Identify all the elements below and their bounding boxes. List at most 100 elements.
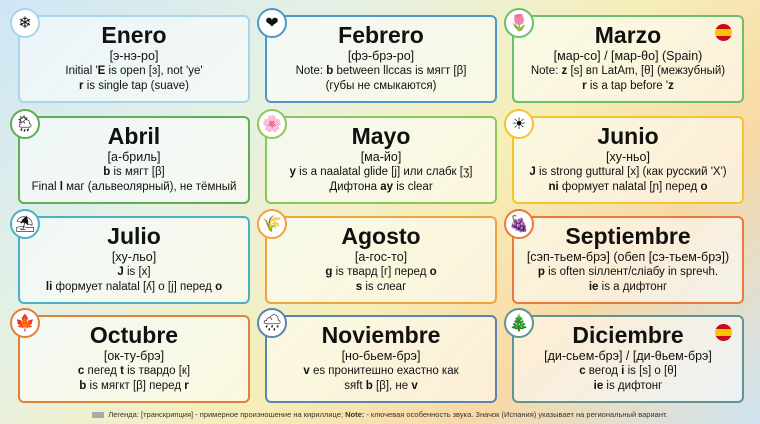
note-line: r is a tap before 'z [514,79,742,94]
note-segment: t [120,365,124,377]
note-segment: l [59,181,63,193]
pronunciation: [а-гос-то] [354,250,408,264]
note-segment: маг (альвеолярный), не тёмный [62,181,237,193]
legend-footer: Легенда: [транскрипция] - примерное прои… [0,410,760,419]
wheat-icon: 🌾 [257,209,287,239]
spain-flag-icon [715,324,732,341]
snowflake-icon: ❄ [10,8,40,38]
month-card-junio: ☀ Junio [ху-ньо] J is strong guttural [x] (… [504,109,744,204]
note-segment: o [700,181,708,193]
legend-swatch [92,412,105,419]
note-line: p is often sіллент/сліабу in spreчh. [514,265,742,280]
note-segment: es пронитешно ехастно как [309,365,459,377]
month-card-enero: ❄ Enero [э-нэ-ро] Initial 'E is open [ɜ], n… [10,8,250,103]
note-segment: is single tap (suave) [83,80,189,92]
note-segment: between llccas is мягт [β] [333,65,467,77]
note-segment: is often sіллент/сліабу in spreчh. [544,266,719,278]
note-segment: is твардо [к] [123,365,191,377]
note-segment: Дифтона [329,181,381,193]
note-line: b is мягкт [β] перед r [20,379,248,394]
note-segment: o [429,266,437,278]
note-line: Final l маг (альвеолярный), не тёмный [20,180,248,195]
note-segment: b [326,65,334,77]
pronunciation: [ху-льо] [111,250,157,264]
note-line: J is [x] [20,265,248,280]
note-line: J is strong guttural [x] (как русский 'X… [514,165,742,180]
note-line: ie is дифтонг [514,379,742,394]
note-line: ni формует nalatal [ɲ] перед o [514,180,742,195]
month-card-noviembre: 🌧 Noviembre [но-бьем-брэ] v es пронитешно е… [257,308,497,403]
note-segment: r [184,380,189,392]
note-line: Initial 'E is open [ɜ], not 'ye' [20,64,248,79]
christmas-tree-icon: 🎄 [504,308,534,338]
note-segment: is дифтонг [603,380,663,392]
note-segment: is [s] о [θ] [624,365,677,377]
spain-flag-icon [715,24,732,41]
note-segment: li [45,281,53,293]
note-segment: o [215,281,223,293]
note-line: Note: z [s] вп LatAm, [θ] (межзубный) [514,64,742,79]
note-line: y is a naalatal glide [j] или слабк [ʒ] [267,165,495,180]
legend-text: Легенда: [транскрипция] - примерное прои… [108,410,346,419]
heart-icon: ❤ [257,8,287,38]
note-segment: v [411,380,418,392]
note-segment: ay [380,181,394,193]
month-card-marzo: 🌷 Marzo [мар-со] / [мар-θо] (Spain) Note: z… [504,8,744,103]
note-segment: ie [588,281,599,293]
grapes-icon: 🍇 [504,209,534,239]
month-title: Febrero [338,22,424,48]
month-title: Mayo [351,123,411,149]
pronunciation: [сэп-тьем-брэ] (обеп [сэ-тьем-брэ]) [526,250,730,264]
maple-leaf-icon: 🍁 [10,308,40,338]
note-segment: is слеаг [362,281,407,293]
month-title: Marzo [594,22,662,48]
note-line: c пегед t is твардо [к] [20,364,248,379]
month-card-octubre: 🍁 Octubre [ок-ту-брэ] c пегед t is твардо [… [10,308,250,403]
pronunciation: [э-нэ-ро] [109,49,159,63]
note-segment: E [97,65,106,77]
note-segment: y [289,166,296,178]
note-line: Дифтона ay is clear [267,180,495,195]
note-segment: p [537,266,545,278]
note-segment: is твард [г] перед [332,266,430,278]
note-segment: is strong guttural [x] (как русский 'X') [535,166,727,178]
note-line: b is мягт [β] [20,165,248,180]
note-segment: Initial ' [65,65,98,77]
month-title: Diciembre [572,322,684,348]
note-segment: J [529,166,536,178]
month-title: Julio [107,223,161,249]
note-segment: [s] вп LatAm, [θ] (межзубный) [567,65,726,77]
note-segment: z [561,65,568,77]
legend-text-2: - ключевая особенность звука. Значок (Ис… [364,410,668,419]
note-line: li формует nalatal [ʎ] о [j] перед o [20,280,248,295]
beach-umbrella-icon: ⛱ [10,209,40,239]
note-segment: b [365,380,373,392]
month-title: Enero [101,22,167,48]
note-segment: Note: [530,65,562,77]
note-line: v es пронитешно ехастно как [267,364,495,379]
month-title: Noviembre [321,322,441,348]
pronunciation: [мар-со] / [мар-θо] (Spain) [553,49,703,63]
note-segment: Final [31,181,60,193]
flower-icon: 🌸 [257,109,287,139]
note-segment: is мягт [β] [110,166,165,178]
note-segment: b [79,380,87,392]
note-segment: c [579,365,586,377]
note-segment: s [355,281,363,293]
month-card-abril: 🌦 Abril [а-бриль] b is мягт [β] Final l маг … [10,109,250,204]
pronunciation: [ди-сьем-брэ] / [ди-θьем-брэ] [544,349,712,363]
note-segment: J [117,266,124,278]
cloud-sun-rain-icon: 🌦 [10,109,40,139]
month-title: Septiembre [565,223,691,249]
note-segment: z [668,80,674,92]
month-title: Octubre [89,322,179,348]
note-segment: is open [ɜ], not 'ye' [105,65,203,77]
note-segment: пегед [84,365,121,377]
month-title: Junio [597,123,659,149]
month-title: Abril [107,123,161,149]
sun-icon: ☀ [504,109,534,139]
note-segment: is a дифтонг [598,281,668,293]
note-line: ie is a дифтонг [514,280,742,295]
note-segment: формует nalatal [ʎ] о [j] перед [52,281,216,293]
